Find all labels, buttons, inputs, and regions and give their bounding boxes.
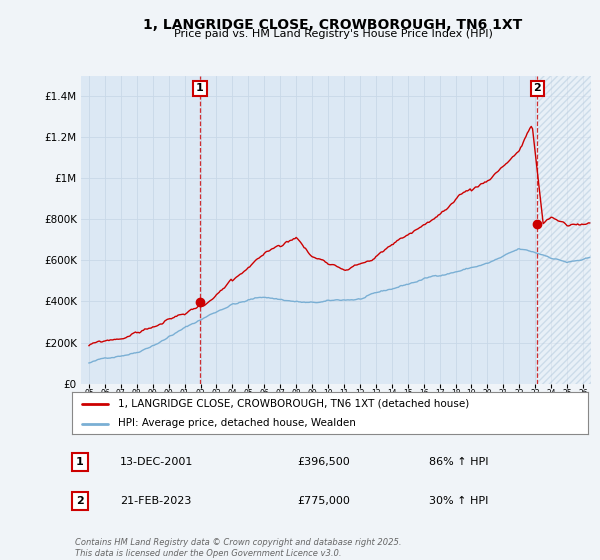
Text: 2: 2 xyxy=(76,496,83,506)
Text: 30% ↑ HPI: 30% ↑ HPI xyxy=(429,496,488,506)
Bar xyxy=(537,76,591,384)
Text: £775,000: £775,000 xyxy=(297,496,350,506)
Text: 21-FEB-2023: 21-FEB-2023 xyxy=(120,496,191,506)
Text: 1: 1 xyxy=(76,457,83,467)
Text: Price paid vs. HM Land Registry's House Price Index (HPI): Price paid vs. HM Land Registry's House … xyxy=(173,29,493,39)
Bar xyxy=(537,76,591,384)
Text: Contains HM Land Registry data © Crown copyright and database right 2025.
This d: Contains HM Land Registry data © Crown c… xyxy=(75,538,401,558)
Text: 1, LANGRIDGE CLOSE, CROWBOROUGH, TN6 1XT: 1, LANGRIDGE CLOSE, CROWBOROUGH, TN6 1XT xyxy=(143,18,523,32)
Text: 1, LANGRIDGE CLOSE, CROWBOROUGH, TN6 1XT (detached house): 1, LANGRIDGE CLOSE, CROWBOROUGH, TN6 1XT… xyxy=(118,399,470,409)
Text: 2: 2 xyxy=(533,83,541,94)
Text: 1: 1 xyxy=(196,83,204,94)
Text: 86% ↑ HPI: 86% ↑ HPI xyxy=(429,457,488,467)
Text: HPI: Average price, detached house, Wealden: HPI: Average price, detached house, Weal… xyxy=(118,418,356,428)
Text: 13-DEC-2001: 13-DEC-2001 xyxy=(120,457,193,467)
Text: £396,500: £396,500 xyxy=(297,457,350,467)
